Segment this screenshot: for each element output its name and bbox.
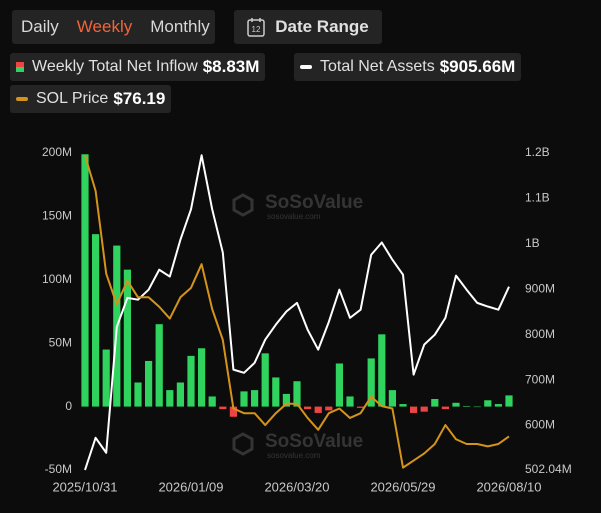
calendar-icon: 12 [247,18,265,37]
bar [81,154,89,407]
line [84,154,510,471]
y2-tick-label: 600M [525,418,555,432]
bar [463,405,471,407]
x-tick-label: 2026/05/29 [370,479,435,494]
bar [145,360,153,407]
bar [505,395,513,407]
bar [357,406,365,408]
y-tick-label: 0 [65,399,72,413]
y-tick-label: 150M [42,209,72,223]
bar [282,393,290,407]
date-range-button[interactable]: 12 Date Range [234,10,382,44]
tab[interactable]: Weekly [76,17,133,36]
bar [410,406,418,413]
bar [293,381,301,407]
watermark-url: sosovalue.com [267,451,321,460]
bar [155,324,163,407]
watermark-text: SoSoValue [265,192,363,213]
bar [208,396,216,407]
legend-item[interactable]: Weekly Total Net Inflow $8.83M [10,53,266,81]
bar [378,334,386,407]
bar [346,396,354,407]
y-tick-label: 100M [42,272,72,286]
bar [176,382,184,407]
y-tick-label: -50M [45,462,72,476]
watermark-logo [232,193,254,217]
watermark-logo [232,432,254,456]
bar [325,406,333,411]
line [84,155,510,469]
legend-value: $76.19 [113,89,166,108]
bar [399,404,407,407]
legend-label: Weekly Total Net Inflow [32,58,198,75]
bar [240,391,248,407]
tab-group: Daily Weekly Monthly [12,10,215,44]
bar [494,404,502,407]
bar [187,355,195,407]
x-tick-label: 2026/03/20 [264,479,329,494]
date-range-label: Date Range [275,17,369,36]
y2-tick-label: 502.04M [525,462,572,476]
y2-tick-label: 1B [525,236,540,250]
bar [441,406,449,410]
bar [452,402,460,407]
y-tick-label: 50M [49,335,72,349]
y2-tick-label: 700M [525,372,555,386]
bar [304,406,312,410]
legend-swatch [16,97,28,101]
bar [272,377,280,407]
legend-item[interactable]: Total Net Assets $905.66M [294,53,522,81]
watermark-url: sosovalue.com [267,212,321,221]
bar [431,398,439,407]
bar [335,363,343,407]
bar [367,358,375,407]
bar [92,234,100,407]
y-tick-label: 200M [42,145,72,159]
bar [166,390,174,407]
watermark-text: SoSoValue [265,431,363,452]
legend-label: Total Net Assets [320,58,435,75]
x-tick-label: 2026/01/09 [158,479,223,494]
bar [261,353,269,407]
legend-item[interactable]: SOL Price $76.19 [10,85,172,113]
legend-value: $8.83M [202,57,260,76]
legend-swatch [300,65,312,69]
calendar-day: 12 [252,25,261,34]
bar [251,390,259,407]
tab[interactable]: Daily [21,17,59,36]
tab[interactable]: Monthly [150,17,210,36]
bar [198,348,206,407]
bar [102,349,110,407]
x-tick-label: 2026/08/10 [476,479,541,494]
bar [314,406,322,413]
y2-tick-label: 900M [525,281,555,295]
bar [473,406,481,408]
bar [420,406,428,412]
bar [123,269,131,407]
bar [388,390,396,407]
y2-tick-label: 800M [525,327,555,341]
bar [229,406,237,417]
bar [219,406,227,410]
y2-tick-label: 1.1B [525,191,550,205]
legend-label: SOL Price [36,90,109,107]
bar [134,382,142,407]
legend-value: $905.66M [439,57,516,76]
bar [484,400,492,407]
x-tick-label: 2025/10/31 [52,479,117,494]
y2-tick-label: 1.2B [525,145,550,159]
legend-swatch [16,62,24,72]
